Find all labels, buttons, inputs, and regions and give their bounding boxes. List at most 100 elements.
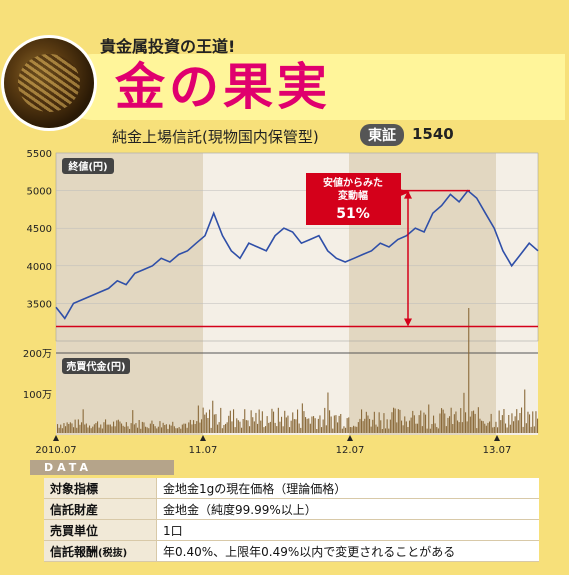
volume-bar (324, 407, 326, 433)
price-chart: 3500 4000 4500 5000 5500 安値からみた 変動幅 51% 終値(円… (0, 148, 569, 463)
volume-bar (201, 419, 203, 433)
annotation-value: 51% (336, 206, 370, 222)
volume-bar (469, 416, 471, 433)
volume-bar (162, 422, 164, 433)
volume-bar (266, 416, 268, 433)
volume-bar (297, 409, 299, 433)
title-band (60, 54, 565, 120)
volume-bar (325, 425, 327, 433)
volume-bar (193, 420, 195, 433)
volume-bar (164, 425, 166, 433)
volume-bar (497, 427, 499, 433)
volume-bar (412, 410, 414, 433)
row-key: 対象指標 (44, 478, 157, 499)
volume-bar (356, 426, 358, 433)
volume-bar (124, 426, 126, 433)
volume-bar (221, 428, 223, 433)
volume-bar (175, 428, 177, 433)
volume-bar (194, 424, 196, 433)
volume-bar (258, 409, 260, 433)
volume-bar (353, 425, 355, 433)
volume-bar (394, 408, 396, 433)
volume-bar (393, 407, 395, 433)
volume-bar (338, 415, 340, 433)
volume-bar (239, 421, 241, 433)
volume-bar (130, 423, 132, 433)
volume-bar (413, 415, 415, 433)
volume-bar (129, 428, 131, 433)
page-title: 金の果実 (115, 58, 331, 116)
y-tick-labels: 3500 4000 4500 5000 5500 (27, 149, 52, 310)
x-tick-label: 12.07 (336, 445, 365, 456)
volume-bar (212, 400, 214, 433)
volume-bar (421, 426, 423, 433)
volume-bar (471, 411, 473, 433)
volume-bar (263, 427, 265, 433)
volume-bar (522, 426, 524, 433)
volume-bar (177, 428, 179, 433)
volume-bar (265, 426, 267, 433)
price-title: 終値(円) (68, 160, 107, 173)
volume-bar (445, 426, 447, 433)
volume-bar (375, 424, 377, 433)
volume-bar (81, 422, 83, 433)
volume-bars (57, 308, 539, 433)
row-key: 信託財産 (44, 498, 157, 520)
volume-bar (111, 426, 113, 433)
volume-bar (306, 418, 308, 433)
volume-bar (234, 427, 236, 433)
volume-bar (252, 417, 254, 433)
volume-bar (511, 413, 513, 433)
volume-bar (223, 425, 225, 433)
volume-bar (444, 413, 446, 433)
x-tick-label: 2010.07 (35, 445, 76, 456)
volume-bar (125, 422, 127, 433)
volume-bar (260, 420, 262, 433)
volume-bar (377, 426, 379, 433)
volume-bar (98, 427, 100, 433)
volume-bar (535, 411, 537, 433)
volume-bar (57, 424, 59, 433)
volume-bar (127, 426, 129, 433)
volume-bar (268, 422, 270, 433)
volume-bar (257, 423, 259, 433)
volume-bar (85, 423, 87, 433)
row-value: 金地金（純度99.99%以上） (156, 498, 539, 520)
volume-bar (93, 424, 95, 433)
volume-bar (244, 409, 246, 433)
volume-bar (159, 421, 161, 433)
volume-bar (149, 423, 151, 433)
volume-bar (269, 421, 271, 433)
volume-bar (236, 418, 238, 433)
volume-bar (293, 419, 295, 433)
volume-bar (453, 414, 455, 433)
volume-bar (514, 416, 516, 433)
volume-bar (209, 409, 211, 433)
volume-bar (122, 425, 124, 433)
volume-bar (428, 404, 430, 433)
volume-bar (524, 389, 526, 433)
volume-bar (202, 407, 204, 433)
volume-bar (530, 426, 532, 433)
volume-bar (92, 426, 94, 433)
volume-bar (517, 420, 519, 433)
volume-bar (220, 407, 222, 433)
table-row: 信託財産 金地金（純度99.99%以上） (44, 498, 539, 520)
volume-bar (490, 413, 492, 433)
volume-bar (308, 418, 310, 433)
band-1 (56, 153, 203, 435)
volume-bar (476, 428, 478, 433)
volume-bar (468, 308, 470, 433)
volume-bar (505, 423, 507, 433)
volume-bar (322, 419, 324, 433)
volume-bar (447, 417, 449, 433)
volume-bar (117, 419, 119, 433)
volume-bar (402, 425, 404, 433)
volume-bar (335, 415, 337, 433)
volume-bar (457, 420, 459, 433)
y-tick-label: 5000 (27, 187, 52, 198)
volume-bar (287, 415, 289, 433)
volume-bar (271, 408, 273, 433)
gold-nugget-photo (4, 38, 94, 128)
volume-bar (380, 420, 382, 433)
